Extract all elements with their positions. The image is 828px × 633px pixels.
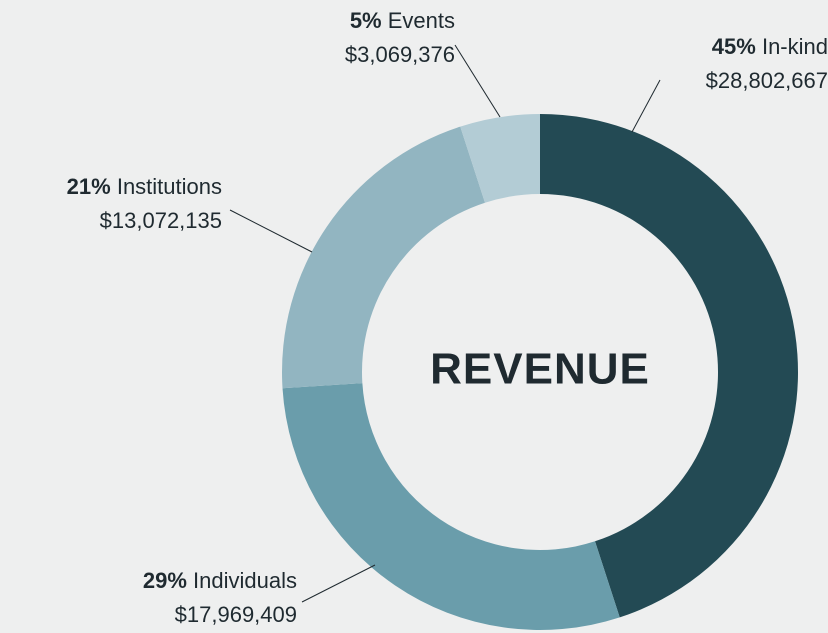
slice-amount: $13,072,135 (100, 208, 222, 233)
leader-line (229, 209, 313, 253)
slice-amount: $3,069,376 (345, 42, 455, 67)
slice-category: Institutions (117, 174, 222, 199)
slice-percent: 45% (712, 34, 756, 59)
donut-slice (540, 114, 798, 618)
slice-category: In-kind (762, 34, 828, 59)
leader-line (454, 44, 501, 118)
leader-line (631, 79, 661, 133)
leader-line (301, 564, 376, 603)
slice-percent: 21% (67, 174, 111, 199)
slice-label: 45% In-kind (712, 34, 828, 59)
slice-category: Events (388, 8, 455, 33)
slice-amount: $28,802,667 (706, 68, 828, 93)
center-label: REVENUE (430, 345, 650, 394)
slice-category: Individuals (193, 568, 297, 593)
slice-label: 21% Institutions (67, 174, 222, 199)
slice-percent: 29% (143, 568, 187, 593)
slice-label: 5% Events (350, 8, 455, 33)
slices (281, 114, 798, 630)
donut-slice (281, 126, 485, 389)
slice-amount: $17,969,409 (175, 602, 297, 627)
slice-percent: 5% (350, 8, 382, 33)
slice-label: 29% Individuals (143, 568, 297, 593)
donut-slice (282, 383, 620, 630)
donut-slice (460, 114, 540, 203)
